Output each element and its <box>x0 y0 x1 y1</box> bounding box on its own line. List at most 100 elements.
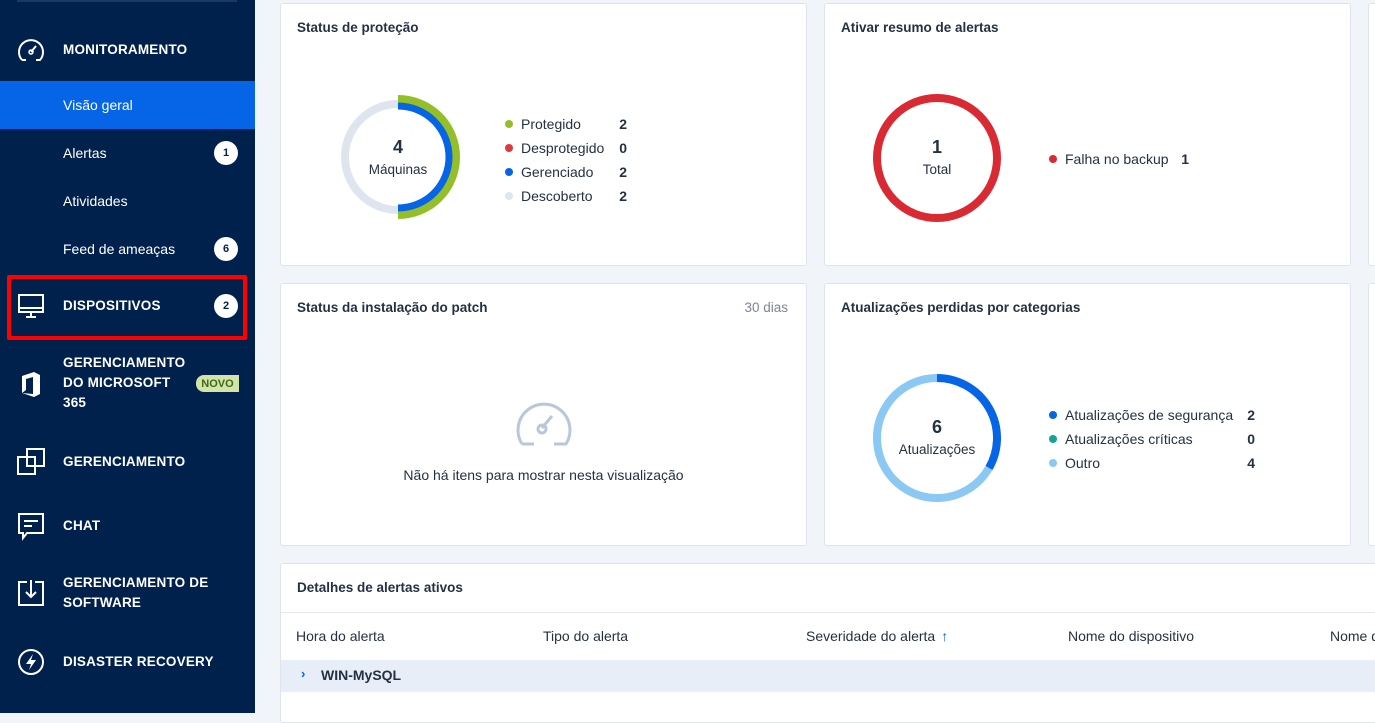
legend-item: Atualizações de segurança 2 <box>1049 403 1255 427</box>
column-header-device-name[interactable]: Nome do dispositivo <box>1068 628 1195 644</box>
legend-label: Protegido <box>521 116 581 132</box>
legend-value: 1 <box>1181 151 1189 167</box>
nav-label: GERENCIAMENTO DO MICROSOFT 365 <box>63 355 186 410</box>
nav-chat[interactable]: CHAT <box>0 510 255 542</box>
speedometer-icon <box>516 402 572 446</box>
count-badge: 2 <box>214 294 238 318</box>
empty-message: Não há itens para mostrar nesta visualiz… <box>403 467 684 483</box>
legend-dot <box>505 168 513 176</box>
column-header-name[interactable]: Nome d <box>1330 628 1375 644</box>
sidebar-item-label: Atividades <box>63 193 128 209</box>
count-badge: 6 <box>214 237 238 261</box>
donut-center: 4 Máquinas <box>368 137 428 177</box>
donut-center: 6 Atualizações <box>898 417 976 457</box>
legend-label: Desprotegido <box>521 140 605 156</box>
sidebar-item-label: Feed de ameaças <box>63 241 176 257</box>
sidebar-item-label: Visão geral <box>63 97 133 113</box>
column-header-alert-time[interactable]: Hora do alerta <box>296 628 385 644</box>
legend-label: Atualizações de segurança <box>1065 407 1234 423</box>
legend-label: Gerenciado <box>521 164 594 180</box>
partial-card <box>1368 3 1375 266</box>
chat-icon <box>18 513 44 541</box>
group-label: WIN-MySQL <box>321 667 402 683</box>
legend-dot <box>505 120 513 128</box>
overlap-squares-icon <box>17 448 45 475</box>
legend-label: Atualizações críticas <box>1065 431 1193 447</box>
protection-status-card: Status de proteção 4 Máquinas Protegido 2 D… <box>280 3 807 266</box>
nav-monitoring[interactable]: MONITORAMENTO <box>0 34 255 66</box>
sidebar-item-overview[interactable]: Visão geral <box>0 81 255 129</box>
speedometer-icon <box>18 39 44 61</box>
updates-donut <box>873 374 1001 502</box>
sidebar-item-label: Alertas <box>63 145 107 161</box>
legend-item: Falha no backup 1 <box>1049 147 1189 171</box>
legend-item: Outro 4 <box>1049 451 1255 475</box>
sidebar-item-alerts[interactable]: Alertas 1 <box>0 129 255 177</box>
legend-item: Atualizações críticas 0 <box>1049 427 1255 451</box>
donut-segment-backup-failure <box>873 94 1001 222</box>
legend-dot <box>1049 435 1057 443</box>
donut-segment-2 <box>873 374 993 502</box>
legend-value: 2 <box>1247 407 1255 423</box>
legend-item: Protegido 2 <box>505 112 627 136</box>
legend-label: Outro <box>1065 455 1101 471</box>
nav-disaster-recovery[interactable]: DISASTER RECOVERY <box>0 646 255 678</box>
legend-value: 0 <box>619 140 627 156</box>
column-header-label: Severidade do alerta <box>806 628 936 644</box>
card-title: Status da instalação do patch <box>297 300 488 315</box>
legend-value: 4 <box>1247 455 1255 471</box>
download-box-icon <box>18 580 44 606</box>
nav-software-management[interactable]: GERENCIAMENTO DE SOFTWARE <box>0 573 255 615</box>
nav-label: DISPOSITIVOS <box>63 298 161 313</box>
nav-label: MONITORAMENTO <box>63 42 188 57</box>
sidebar-item-activities[interactable]: Atividades <box>0 177 255 225</box>
sidebar: MONITORAMENTO Visão geral Alertas 1 Ativi… <box>0 0 255 713</box>
column-header-alert-type[interactable]: Tipo do alerta <box>543 628 629 644</box>
nav-label: GERENCIAMENTO DE SOFTWARE <box>63 575 209 610</box>
table-group-row[interactable]: › WIN-MySQL <box>281 660 1375 692</box>
column-header-severity[interactable]: Severidade do alerta ↑ <box>806 628 948 644</box>
nav-label: DISASTER RECOVERY <box>63 654 214 669</box>
card-title: Detalhes de alertas ativos <box>297 580 463 595</box>
office-icon <box>22 372 40 397</box>
card-title: Ativar resumo de alertas <box>841 20 999 35</box>
updates-legend: Atualizações de segurança 2 Atualizações c… <box>1049 403 1255 475</box>
legend-dot <box>505 192 513 200</box>
legend-item: Descoberto 2 <box>505 184 627 208</box>
donut-center: 1 Total <box>922 137 952 177</box>
legend-item: Gerenciado 2 <box>505 160 627 184</box>
legend-value: 0 <box>1247 431 1255 447</box>
lightning-circle-icon <box>18 649 44 675</box>
donut-segment-0 <box>936 374 1001 470</box>
missing-updates-card: Atualizações perdidas por categorias 6 At… <box>824 283 1351 546</box>
legend-item: Desprotegido 0 <box>505 136 627 160</box>
divider <box>17 0 237 2</box>
legend-value: 2 <box>619 116 627 132</box>
chevron-right-icon[interactable]: › <box>301 666 306 681</box>
nav-label: GERENCIAMENTO <box>63 454 186 469</box>
partial-card <box>1368 283 1375 546</box>
legend-dot <box>505 144 513 152</box>
legend-dot <box>1049 459 1057 467</box>
nav-devices[interactable]: DISPOSITIVOS 2 <box>0 290 255 322</box>
card-title: Status de proteção <box>297 20 419 35</box>
donut-segment-protected <box>397 95 460 219</box>
nav-management[interactable]: GERENCIAMENTO <box>0 446 255 478</box>
highlight-box <box>7 275 247 340</box>
alerts-legend: Falha no backup 1 <box>1049 147 1189 171</box>
sort-arrow-up-icon[interactable]: ↑ <box>941 628 949 644</box>
period-label: 30 dias <box>744 300 788 315</box>
sidebar-item-threat-feed[interactable]: Feed de ameaças 6 <box>0 225 255 273</box>
active-alerts-card: Detalhes de alertas ativos › WIN-MySQL <box>280 563 1375 723</box>
monitor-icon <box>18 294 44 318</box>
legend-value: 2 <box>619 164 627 180</box>
divider <box>281 612 1375 613</box>
nav-microsoft365[interactable]: GERENCIAMENTO DO MICROSOFT 365 <box>0 353 255 415</box>
card-title: Atualizações perdidas por categorias <box>841 300 1081 315</box>
legend-label: Descoberto <box>521 188 593 204</box>
legend-dot <box>1049 411 1057 419</box>
legend-label: Falha no backup <box>1065 151 1169 167</box>
legend-dot <box>1049 155 1057 163</box>
count-badge: 1 <box>214 141 238 165</box>
alerts-donut <box>873 94 1001 222</box>
